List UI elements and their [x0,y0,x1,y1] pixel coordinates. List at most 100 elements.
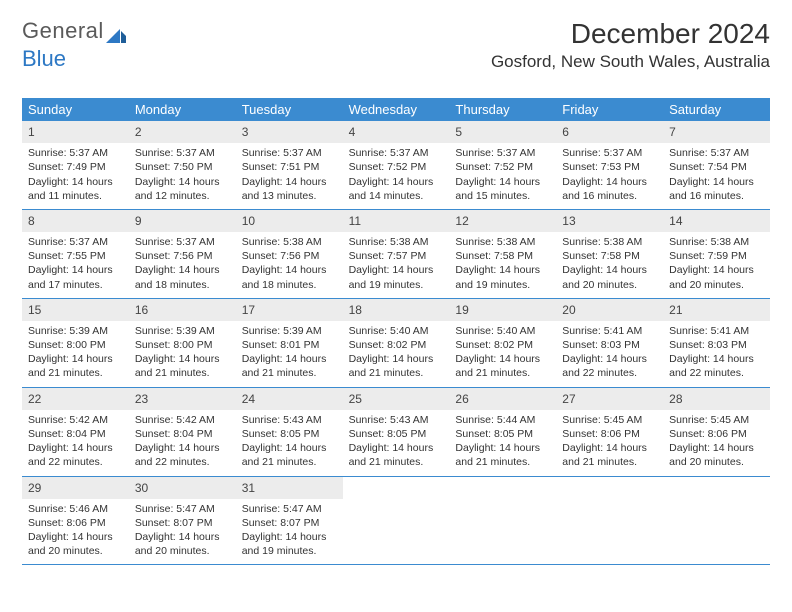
sunset-line: Sunset: 8:05 PM [349,427,444,441]
sunrise-line: Sunrise: 5:37 AM [562,146,657,160]
empty-cell [663,477,770,565]
day-body: Sunrise: 5:45 AMSunset: 8:06 PMDaylight:… [663,410,770,476]
sunset-line: Sunset: 7:51 PM [242,160,337,174]
empty-cell [343,477,450,565]
sunrise-line: Sunrise: 5:42 AM [135,413,230,427]
sunset-line: Sunset: 8:04 PM [135,427,230,441]
daylight-line: Daylight: 14 hours and 21 minutes. [455,352,550,380]
daylight-line: Daylight: 14 hours and 16 minutes. [669,175,764,203]
day-number: 13 [556,210,663,232]
day-cell: 22Sunrise: 5:42 AMSunset: 8:04 PMDayligh… [22,388,129,476]
day-cell: 12Sunrise: 5:38 AMSunset: 7:58 PMDayligh… [449,210,556,298]
day-number: 10 [236,210,343,232]
day-number: 4 [343,121,450,143]
sunset-line: Sunset: 7:56 PM [242,249,337,263]
daylight-line: Daylight: 14 hours and 20 minutes. [28,530,123,558]
day-cell: 9Sunrise: 5:37 AMSunset: 7:56 PMDaylight… [129,210,236,298]
day-number: 24 [236,388,343,410]
day-body: Sunrise: 5:46 AMSunset: 8:06 PMDaylight:… [22,499,129,565]
day-body: Sunrise: 5:44 AMSunset: 8:05 PMDaylight:… [449,410,556,476]
day-cell: 6Sunrise: 5:37 AMSunset: 7:53 PMDaylight… [556,121,663,209]
daylight-line: Daylight: 14 hours and 21 minutes. [135,352,230,380]
week-row: 15Sunrise: 5:39 AMSunset: 8:00 PMDayligh… [22,299,770,388]
sunset-line: Sunset: 8:04 PM [28,427,123,441]
week-row: 22Sunrise: 5:42 AMSunset: 8:04 PMDayligh… [22,388,770,477]
sunrise-line: Sunrise: 5:45 AM [669,413,764,427]
logo-text-general: General [22,18,104,44]
day-cell: 16Sunrise: 5:39 AMSunset: 8:00 PMDayligh… [129,299,236,387]
weekday-header: Tuesday [236,98,343,121]
day-cell: 19Sunrise: 5:40 AMSunset: 8:02 PMDayligh… [449,299,556,387]
day-cell: 27Sunrise: 5:45 AMSunset: 8:06 PMDayligh… [556,388,663,476]
sunrise-line: Sunrise: 5:41 AM [669,324,764,338]
daylight-line: Daylight: 14 hours and 19 minutes. [349,263,444,291]
day-number: 3 [236,121,343,143]
day-number: 20 [556,299,663,321]
daylight-line: Daylight: 14 hours and 18 minutes. [242,263,337,291]
sunrise-line: Sunrise: 5:39 AM [135,324,230,338]
day-body: Sunrise: 5:37 AMSunset: 7:52 PMDaylight:… [343,143,450,209]
week-row: 29Sunrise: 5:46 AMSunset: 8:06 PMDayligh… [22,477,770,566]
daylight-line: Daylight: 14 hours and 21 minutes. [28,352,123,380]
day-body: Sunrise: 5:41 AMSunset: 8:03 PMDaylight:… [556,321,663,387]
sunrise-line: Sunrise: 5:47 AM [242,502,337,516]
day-body: Sunrise: 5:40 AMSunset: 8:02 PMDaylight:… [449,321,556,387]
sunset-line: Sunset: 8:00 PM [28,338,123,352]
daylight-line: Daylight: 14 hours and 11 minutes. [28,175,123,203]
day-number: 26 [449,388,556,410]
day-number: 7 [663,121,770,143]
day-cell: 31Sunrise: 5:47 AMSunset: 8:07 PMDayligh… [236,477,343,565]
day-number: 31 [236,477,343,499]
logo: General [22,18,126,44]
day-body: Sunrise: 5:39 AMSunset: 8:01 PMDaylight:… [236,321,343,387]
day-cell: 23Sunrise: 5:42 AMSunset: 8:04 PMDayligh… [129,388,236,476]
sunset-line: Sunset: 7:52 PM [349,160,444,174]
sunset-line: Sunset: 8:02 PM [349,338,444,352]
weekday-header: Saturday [663,98,770,121]
daylight-line: Daylight: 14 hours and 16 minutes. [562,175,657,203]
logo-sail-icon [106,23,126,39]
sunset-line: Sunset: 7:59 PM [669,249,764,263]
sunrise-line: Sunrise: 5:37 AM [28,235,123,249]
sunrise-line: Sunrise: 5:37 AM [28,146,123,160]
sunrise-line: Sunrise: 5:39 AM [242,324,337,338]
weekday-header-row: SundayMondayTuesdayWednesdayThursdayFrid… [22,98,770,121]
day-body: Sunrise: 5:37 AMSunset: 7:54 PMDaylight:… [663,143,770,209]
sunrise-line: Sunrise: 5:41 AM [562,324,657,338]
sunrise-line: Sunrise: 5:45 AM [562,413,657,427]
sunset-line: Sunset: 8:06 PM [669,427,764,441]
day-body: Sunrise: 5:38 AMSunset: 7:58 PMDaylight:… [556,232,663,298]
day-cell: 25Sunrise: 5:43 AMSunset: 8:05 PMDayligh… [343,388,450,476]
daylight-line: Daylight: 14 hours and 21 minutes. [349,441,444,469]
daylight-line: Daylight: 14 hours and 21 minutes. [242,441,337,469]
day-number: 9 [129,210,236,232]
day-number: 30 [129,477,236,499]
day-number: 23 [129,388,236,410]
day-body: Sunrise: 5:38 AMSunset: 7:59 PMDaylight:… [663,232,770,298]
day-body: Sunrise: 5:37 AMSunset: 7:50 PMDaylight:… [129,143,236,209]
sunrise-line: Sunrise: 5:37 AM [349,146,444,160]
day-body: Sunrise: 5:43 AMSunset: 8:05 PMDaylight:… [343,410,450,476]
daylight-line: Daylight: 14 hours and 18 minutes. [135,263,230,291]
sunrise-line: Sunrise: 5:43 AM [242,413,337,427]
day-body: Sunrise: 5:37 AMSunset: 7:51 PMDaylight:… [236,143,343,209]
sunset-line: Sunset: 8:00 PM [135,338,230,352]
day-cell: 29Sunrise: 5:46 AMSunset: 8:06 PMDayligh… [22,477,129,565]
day-body: Sunrise: 5:47 AMSunset: 8:07 PMDaylight:… [129,499,236,565]
day-cell: 30Sunrise: 5:47 AMSunset: 8:07 PMDayligh… [129,477,236,565]
sunset-line: Sunset: 8:06 PM [562,427,657,441]
daylight-line: Daylight: 14 hours and 22 minutes. [28,441,123,469]
weekday-header: Sunday [22,98,129,121]
month-title: December 2024 [491,18,770,50]
sunrise-line: Sunrise: 5:38 AM [562,235,657,249]
daylight-line: Daylight: 14 hours and 12 minutes. [135,175,230,203]
day-body: Sunrise: 5:38 AMSunset: 7:57 PMDaylight:… [343,232,450,298]
day-cell: 10Sunrise: 5:38 AMSunset: 7:56 PMDayligh… [236,210,343,298]
daylight-line: Daylight: 14 hours and 22 minutes. [562,352,657,380]
day-cell: 13Sunrise: 5:38 AMSunset: 7:58 PMDayligh… [556,210,663,298]
sunrise-line: Sunrise: 5:37 AM [135,235,230,249]
day-body: Sunrise: 5:39 AMSunset: 8:00 PMDaylight:… [22,321,129,387]
day-body: Sunrise: 5:37 AMSunset: 7:49 PMDaylight:… [22,143,129,209]
day-number: 28 [663,388,770,410]
day-cell: 5Sunrise: 5:37 AMSunset: 7:52 PMDaylight… [449,121,556,209]
